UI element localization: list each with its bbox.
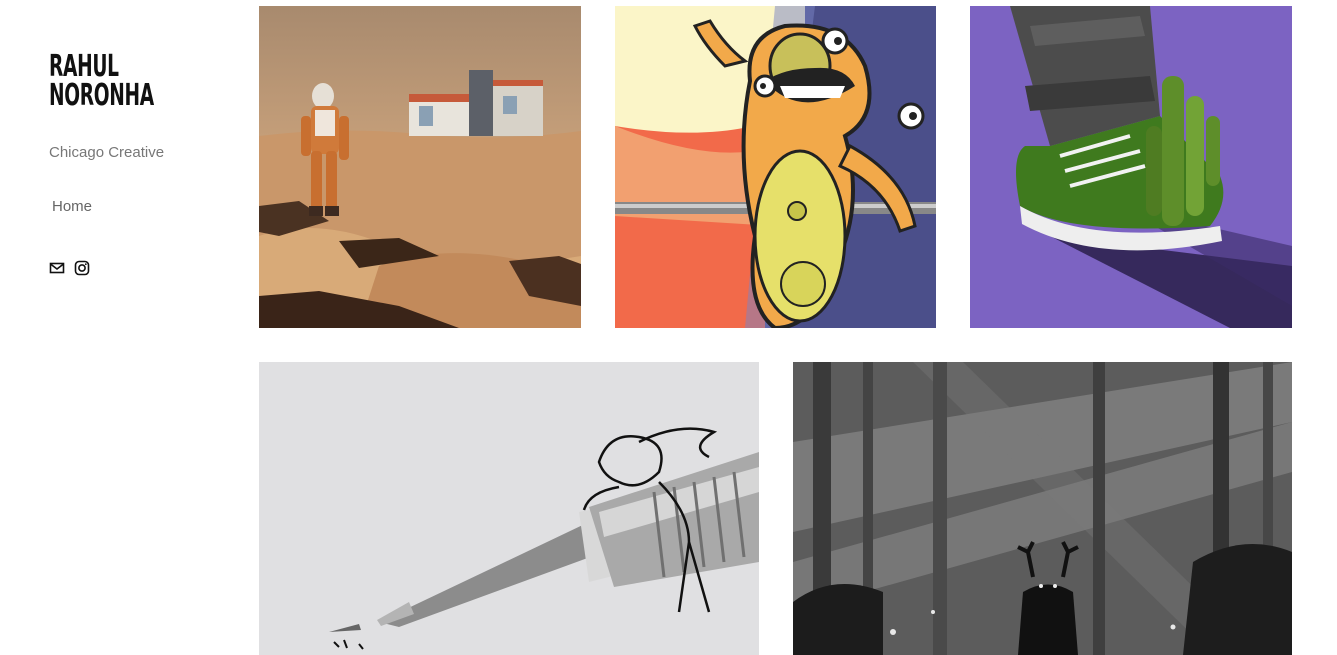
gallery-item-astronaut[interactable] [259,6,581,328]
site-title-line1: RAHUL [49,52,210,81]
cartoon-creature-image [615,6,936,328]
gallery-item-pencil[interactable] [259,362,759,655]
nav-home-link[interactable]: Home [52,198,92,215]
gallery-item-creature[interactable] [615,6,936,328]
instagram-icon[interactable] [74,260,90,276]
pencil-doodle-image [259,362,759,655]
astronaut-mars-image [259,6,581,328]
site-tagline: Chicago Creative [49,144,164,161]
mail-icon[interactable] [49,260,65,276]
site-title-line2: NORONHA [49,81,210,110]
gallery-item-deer[interactable] [793,362,1292,655]
social-links [49,260,90,276]
sneaker-cactus-image [970,6,1292,328]
sidebar: RAHUL NORONHA Chicago Creative Home [0,0,230,655]
gallery-item-sneaker[interactable] [970,6,1292,328]
site-title[interactable]: RAHUL NORONHA [49,52,210,110]
deer-forest-image [793,362,1292,655]
